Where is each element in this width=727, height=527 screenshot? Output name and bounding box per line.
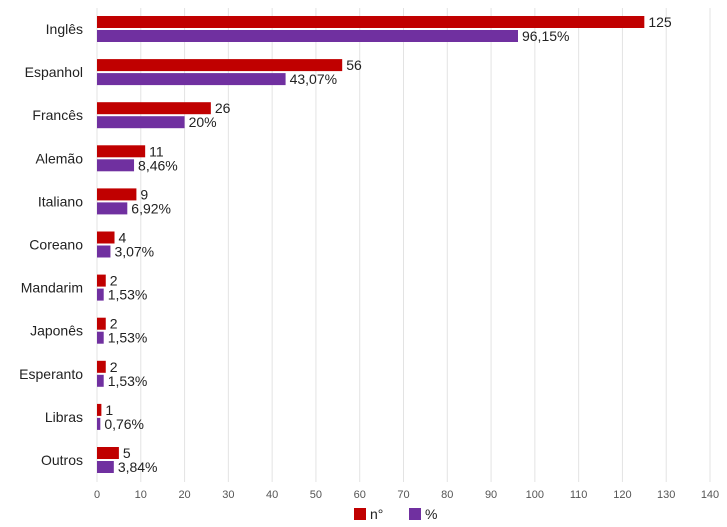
category-label: Inglês bbox=[46, 21, 83, 37]
data-label-count: 2 bbox=[110, 273, 118, 289]
bar-percent bbox=[97, 331, 104, 344]
x-tick-label: 20 bbox=[178, 489, 190, 501]
x-tick-label: 0 bbox=[94, 489, 100, 501]
category-label: Mandarim bbox=[21, 280, 83, 296]
bar-percent bbox=[97, 288, 104, 301]
bar-count bbox=[97, 16, 645, 28]
x-tick-label: 110 bbox=[570, 489, 588, 501]
data-label-percent: 1,53% bbox=[108, 373, 148, 389]
category-label: Alemão bbox=[36, 150, 84, 166]
legend-swatch bbox=[354, 508, 366, 520]
x-tick-label: 120 bbox=[613, 489, 631, 501]
legend-label: n° bbox=[370, 506, 383, 522]
bar-percent bbox=[97, 116, 185, 129]
category-label: Esperanto bbox=[19, 366, 83, 382]
bar-count bbox=[97, 102, 211, 115]
bar-count bbox=[97, 360, 106, 373]
data-label-count: 2 bbox=[110, 359, 118, 375]
bar-percent bbox=[97, 245, 111, 258]
data-label-count: 4 bbox=[119, 230, 127, 246]
bar-percent bbox=[97, 461, 114, 473]
bar-count bbox=[97, 447, 119, 459]
data-label-count: 11 bbox=[149, 143, 164, 159]
data-label-percent: 8,46% bbox=[138, 157, 178, 173]
data-label-percent: 3,84% bbox=[118, 459, 158, 475]
data-label-count: 9 bbox=[140, 186, 148, 202]
data-label-percent: 6,92% bbox=[131, 200, 171, 216]
data-label-percent: 1,53% bbox=[108, 330, 148, 346]
legend-label: % bbox=[425, 506, 437, 522]
category-label: Japonês bbox=[30, 323, 83, 339]
bar-percent bbox=[97, 30, 518, 42]
data-label-percent: 20% bbox=[189, 114, 217, 130]
category-label: Italiano bbox=[38, 193, 83, 209]
data-label-count: 56 bbox=[346, 57, 362, 73]
data-label-percent: 43,07% bbox=[290, 71, 337, 87]
bar-count bbox=[97, 403, 102, 416]
category-label: Espanhol bbox=[25, 64, 83, 80]
x-tick-label: 100 bbox=[526, 489, 544, 501]
data-label-count: 26 bbox=[215, 100, 231, 116]
x-tick-label: 30 bbox=[222, 489, 234, 501]
bar-percent bbox=[97, 374, 104, 387]
bar-count bbox=[97, 274, 106, 287]
category-label: Francês bbox=[32, 107, 83, 123]
category-label: Coreano bbox=[29, 237, 83, 253]
data-label-count: 125 bbox=[648, 14, 672, 30]
legend-swatch bbox=[409, 508, 421, 520]
bars bbox=[97, 16, 645, 473]
x-tick-label: 140 bbox=[701, 489, 719, 501]
data-label-count: 5 bbox=[123, 445, 131, 461]
bar-count bbox=[97, 317, 106, 330]
x-axis: 0 10 20 30 40 50 60 70 80 90 100 110 120 130 140 bbox=[94, 489, 719, 501]
bar-count bbox=[97, 145, 146, 158]
bar-percent bbox=[97, 159, 135, 172]
data-label-percent: 0,76% bbox=[104, 416, 144, 432]
legend: n°% bbox=[354, 506, 437, 522]
x-tick-label: 10 bbox=[135, 489, 147, 501]
bar-count bbox=[97, 231, 115, 244]
bar-count bbox=[97, 188, 137, 201]
data-label-count: 2 bbox=[110, 316, 118, 332]
x-tick-label: 130 bbox=[657, 489, 675, 501]
data-label-percent: 1,53% bbox=[108, 287, 148, 303]
bar-count bbox=[97, 59, 343, 72]
category-label: Libras bbox=[45, 409, 83, 425]
x-tick-label: 90 bbox=[485, 489, 497, 501]
bar-percent bbox=[97, 417, 101, 430]
x-tick-label: 80 bbox=[441, 489, 453, 501]
x-tick-label: 70 bbox=[397, 489, 409, 501]
data-label-percent: 3,07% bbox=[114, 244, 154, 260]
data-label-percent: 96,15% bbox=[522, 28, 569, 44]
x-tick-label: 40 bbox=[266, 489, 278, 501]
bar-percent bbox=[97, 202, 128, 215]
data-label-count: 1 bbox=[105, 402, 113, 418]
category-label: Outros bbox=[41, 452, 83, 468]
x-tick-label: 50 bbox=[310, 489, 322, 501]
grid-lines bbox=[96, 8, 711, 482]
bar-percent bbox=[97, 73, 286, 86]
x-tick-label: 60 bbox=[354, 489, 366, 501]
